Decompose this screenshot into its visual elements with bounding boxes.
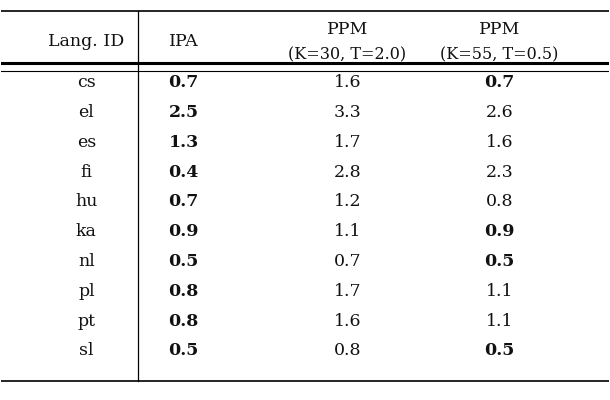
Text: IPA: IPA — [169, 33, 198, 50]
Text: 1.1: 1.1 — [486, 313, 513, 330]
Text: 1.7: 1.7 — [334, 283, 361, 300]
Text: PPM: PPM — [479, 21, 520, 38]
Text: ka: ka — [76, 223, 97, 240]
Text: 1.6: 1.6 — [334, 313, 361, 330]
Text: 1.3: 1.3 — [168, 134, 199, 151]
Text: 0.5: 0.5 — [168, 342, 199, 360]
Text: 0.8: 0.8 — [168, 313, 199, 330]
Text: 0.5: 0.5 — [484, 342, 514, 360]
Text: 0.9: 0.9 — [168, 223, 199, 240]
Text: 1.6: 1.6 — [486, 134, 513, 151]
Text: 0.4: 0.4 — [168, 164, 199, 181]
Text: es: es — [77, 134, 96, 151]
Text: el: el — [79, 104, 95, 121]
Text: 1.7: 1.7 — [334, 134, 361, 151]
Text: sl: sl — [79, 342, 94, 360]
Text: PPM: PPM — [327, 21, 368, 38]
Text: 0.8: 0.8 — [486, 194, 513, 210]
Text: (K=55, T=0.5): (K=55, T=0.5) — [440, 46, 559, 64]
Text: pt: pt — [77, 313, 95, 330]
Text: 1.2: 1.2 — [334, 194, 361, 210]
Text: hu: hu — [75, 194, 98, 210]
Text: 2.3: 2.3 — [486, 164, 513, 181]
Text: (K=30, T=2.0): (K=30, T=2.0) — [289, 46, 407, 64]
Text: 1.6: 1.6 — [334, 74, 361, 91]
Text: 0.7: 0.7 — [168, 194, 199, 210]
Text: 1.1: 1.1 — [334, 223, 361, 240]
Text: 0.8: 0.8 — [334, 342, 361, 360]
Text: 0.7: 0.7 — [334, 253, 361, 270]
Text: 0.8: 0.8 — [168, 283, 199, 300]
Text: nl: nl — [78, 253, 95, 270]
Text: 0.5: 0.5 — [168, 253, 199, 270]
Text: 3.3: 3.3 — [334, 104, 361, 121]
Text: 0.7: 0.7 — [484, 74, 514, 91]
Text: 0.5: 0.5 — [484, 253, 514, 270]
Text: 1.1: 1.1 — [486, 283, 513, 300]
Text: cs: cs — [77, 74, 96, 91]
Text: 2.6: 2.6 — [486, 104, 513, 121]
Text: fi: fi — [81, 164, 92, 181]
Text: 0.7: 0.7 — [168, 74, 199, 91]
Text: Lang. ID: Lang. ID — [48, 33, 124, 50]
Text: 0.9: 0.9 — [484, 223, 515, 240]
Text: pl: pl — [78, 283, 95, 300]
Text: 2.8: 2.8 — [334, 164, 361, 181]
Text: 2.5: 2.5 — [168, 104, 199, 121]
